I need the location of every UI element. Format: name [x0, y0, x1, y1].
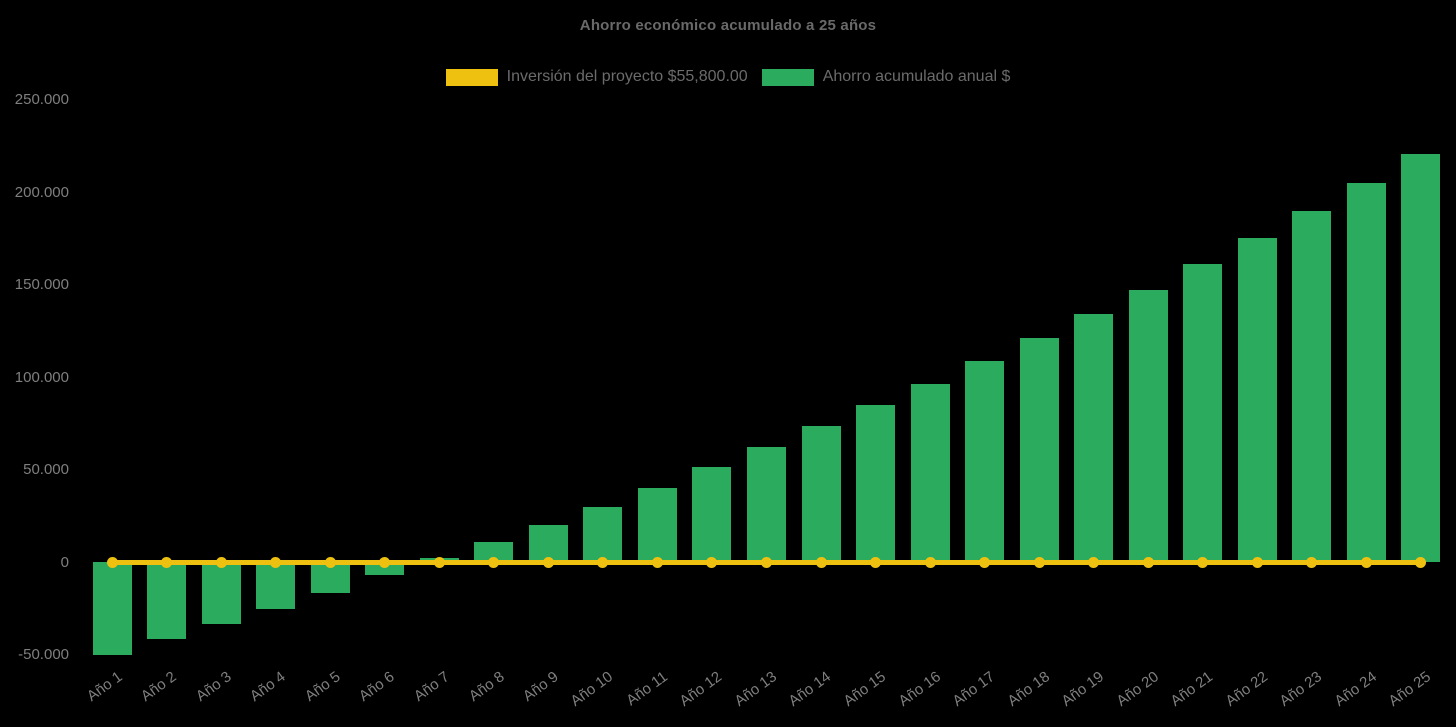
investment-line-marker-3	[215, 556, 227, 568]
investment-line-marker-22	[1251, 556, 1263, 568]
investment-line-marker-5	[324, 556, 336, 568]
bar-año-17	[965, 361, 1005, 562]
investment-line-marker-11	[651, 556, 663, 568]
x-axis-tick-año-9: Año 9	[520, 668, 562, 705]
legend-item-investment: Inversión del proyecto $55,800.00	[445, 68, 748, 86]
investment-line-marker-15	[870, 556, 882, 568]
y-axis-tick-1: 200.000	[14, 183, 69, 201]
x-axis-tick-año-10: Año 10	[567, 668, 617, 710]
legend: Inversión del proyecto $55,800.00 Ahorro…	[0, 66, 1456, 88]
x-axis-tick-año-16: Año 16	[895, 668, 944, 710]
investment-line-marker-23	[1306, 556, 1318, 568]
bar-año-6	[365, 562, 405, 575]
bar-año-11	[637, 488, 677, 562]
x-axis-tick-año-7: Año 7	[410, 668, 453, 705]
investment-line-marker-20	[1142, 556, 1154, 568]
x-axis-tick-año-14: Año 14	[785, 668, 835, 710]
investment-line-marker-2	[161, 556, 173, 568]
x-axis-tick-año-2: Año 2	[138, 668, 180, 705]
bar-año-12	[692, 466, 732, 562]
x-axis-tick-año-25: Año 25	[1385, 668, 1435, 710]
x-axis-tick-año-4: Año 4	[247, 668, 290, 705]
y-axis-tick-5: 0	[60, 553, 69, 571]
bar-año-20	[1128, 290, 1168, 562]
investment-line-marker-12	[706, 556, 718, 568]
x-axis-tick-año-21: Año 21	[1167, 668, 1217, 710]
investment-line-marker-8	[488, 556, 500, 568]
x-axis-tick-año-1: Año 1	[83, 668, 126, 705]
investment-line-marker-25	[1415, 556, 1427, 568]
investment-line-marker-18	[1033, 556, 1045, 568]
bar-año-25	[1401, 154, 1441, 562]
bar-año-9	[528, 525, 568, 562]
bar-año-19	[1074, 314, 1114, 562]
x-axis-tick-año-19: Año 19	[1058, 668, 1108, 710]
bar-año-24	[1346, 182, 1386, 562]
y-axis-tick-6: -50.000	[18, 646, 69, 663]
investment-line-marker-10	[597, 556, 609, 568]
investment-line-marker-13	[760, 556, 772, 568]
bar-año-16	[910, 384, 950, 562]
x-axis-tick-año-11: Año 11	[623, 668, 671, 710]
legend-item-savings: Ahorro acumulado anual $	[761, 68, 1011, 86]
legend-label-investment: Inversión del proyecto $55,800.00	[506, 68, 748, 85]
bar-año-2	[147, 562, 187, 639]
y-axis-tick-4: 50.000	[23, 461, 69, 478]
investment-line-marker-6	[379, 556, 391, 568]
legend-swatch-investment	[445, 68, 498, 86]
investment-line-marker-24	[1360, 556, 1372, 568]
investment-line-marker-16	[924, 556, 936, 568]
x-axis-tick-año-13: Año 13	[731, 668, 780, 710]
bar-año-21	[1183, 264, 1223, 562]
investment-line-marker-9	[542, 556, 554, 568]
bar-año-13	[746, 447, 786, 562]
bar-año-18	[1019, 338, 1059, 562]
x-axis-tick-año-5: Año 5	[301, 668, 344, 705]
x-axis-tick-año-12: Año 12	[676, 668, 726, 710]
bar-año-10	[583, 506, 623, 562]
x-axis-tick-año-24: Año 24	[1331, 668, 1380, 710]
chart-title: Ahorro económico acumulado a 25 años	[579, 17, 877, 34]
x-axis-tick-año-3: Año 3	[192, 668, 235, 705]
x-axis-tick-año-15: Año 15	[840, 668, 889, 710]
investment-line-marker-1	[106, 556, 118, 568]
x-axis-tick-año-22: Año 22	[1222, 668, 1271, 710]
y-axis-tick-0: 250.000	[14, 91, 69, 108]
bar-año-14	[801, 426, 841, 562]
bar-año-1	[92, 562, 132, 655]
y-axis-tick-2: 150.000	[14, 276, 69, 293]
investment-line-marker-19	[1088, 556, 1100, 568]
bar-año-4	[256, 562, 296, 610]
bar-año-23	[1292, 210, 1332, 562]
x-axis-tick-año-17: Año 17	[949, 668, 999, 710]
x-axis-tick-año-6: Año 6	[356, 668, 399, 705]
bar-año-22	[1237, 238, 1277, 562]
bar-año-8	[474, 541, 514, 562]
investment-line-marker-4	[270, 556, 282, 568]
investment-line-marker-14	[815, 556, 827, 568]
x-axis-tick-año-20: Año 20	[1113, 668, 1162, 710]
bar-año-15	[856, 404, 896, 562]
x-axis-tick-año-18: Año 18	[1004, 668, 1053, 710]
bar-año-3	[201, 562, 241, 624]
investment-line-marker-21	[1197, 556, 1209, 568]
investment-line-marker-7	[433, 556, 445, 568]
legend-swatch-savings	[761, 68, 814, 86]
x-axis-tick-año-23: Año 23	[1276, 668, 1326, 710]
investment-line-marker-17	[979, 556, 991, 568]
y-axis-tick-3: 100.000	[14, 368, 69, 386]
x-axis-tick-año-8: Año 8	[465, 668, 508, 705]
legend-label-savings: Ahorro acumulado anual $	[822, 68, 1011, 85]
